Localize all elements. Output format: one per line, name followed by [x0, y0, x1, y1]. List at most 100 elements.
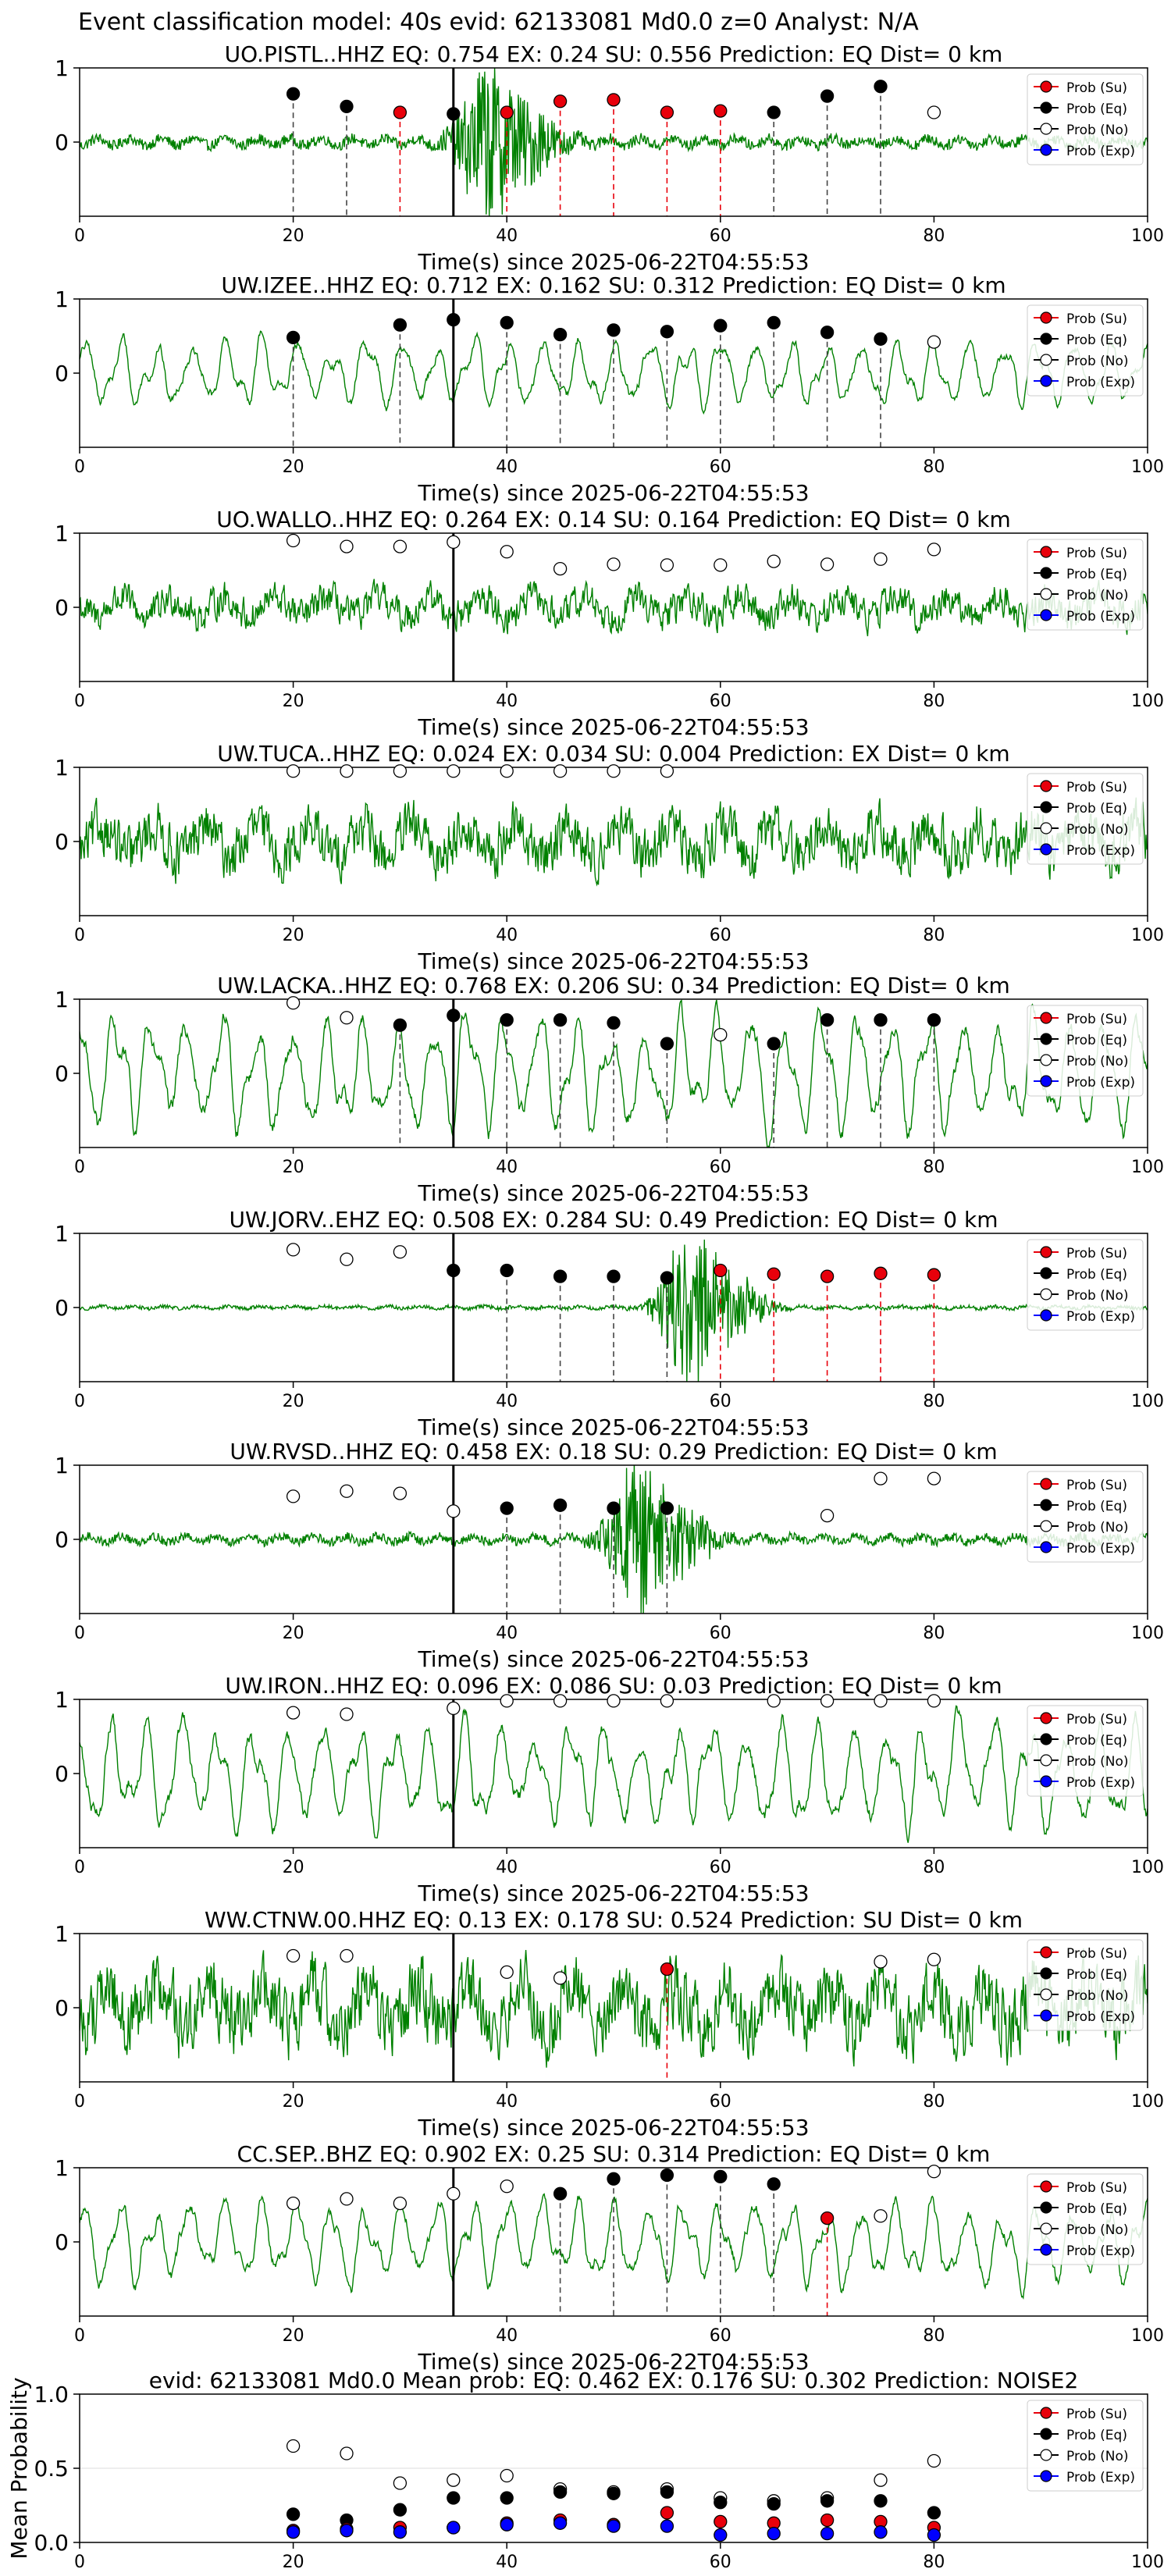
prob-eq-point	[393, 1018, 408, 1032]
legend-marker-su	[1040, 1478, 1052, 1490]
legend-box	[1027, 1705, 1144, 1797]
prob-no-point	[447, 764, 461, 778]
legend-marker-eq	[1040, 2201, 1052, 2214]
prob-eq-point	[500, 1263, 514, 1278]
legend-label-no: Prob (No)	[1066, 1054, 1129, 1069]
x-tick-label: 0	[74, 2553, 85, 2572]
panel-5: 0 20 40 60 80 100 0 1 UW.LACKA..HHZ EQ: 0.768 EX…	[55, 973, 1164, 1206]
prob-no-point	[553, 1694, 568, 1708]
legend-marker-no	[1040, 1520, 1052, 1532]
prob-no-point	[927, 543, 941, 557]
mean-prob-su-point	[714, 2514, 728, 2529]
prob-eq-point	[820, 1012, 835, 1027]
prob-eq-point	[767, 315, 781, 330]
x-axis-label: Time(s) since 2025-06-22T04:55:53	[417, 2115, 809, 2140]
x-tick-label: 20	[283, 457, 304, 477]
mean-prob-eq-point	[500, 2491, 514, 2505]
mean-prob-exp-point	[660, 2519, 674, 2533]
prob-no-point	[340, 1948, 354, 1963]
legend-label-su: Prob (Su)	[1066, 2180, 1127, 2196]
x-tick-label: 20	[283, 1392, 304, 1411]
x-axis-label: Time(s) since 2025-06-22T04:55:53	[417, 2349, 809, 2375]
panel-title: UW.TUCA..HHZ EQ: 0.024 EX: 0.034 SU: 0.0…	[217, 741, 1009, 767]
mean-prob-exp-point	[500, 2517, 514, 2532]
legend-label-exp: Prob (Exp)	[1066, 1775, 1135, 1791]
legend-marker-eq	[1040, 1499, 1052, 1511]
legend-marker-exp	[1040, 2470, 1052, 2482]
legend-marker-no	[1040, 822, 1052, 834]
prob-eq-point	[607, 1269, 621, 1283]
prob-eq-point	[447, 107, 461, 121]
legend-label-no: Prob (No)	[1066, 1520, 1129, 1535]
prob-eq-point	[820, 89, 835, 103]
panel-4: 0 20 40 60 80 100 0 1 UW.TUCA..HHZ EQ: 0.024 EX:…	[55, 741, 1164, 974]
prob-eq-point	[660, 1037, 674, 1051]
x-tick-label: 40	[496, 2326, 518, 2346]
legend-marker-eq	[1040, 1033, 1052, 1045]
prob-no-point	[927, 1952, 941, 1966]
legend-marker-no	[1040, 1988, 1052, 2001]
prob-no-point	[500, 1694, 514, 1708]
prob-eq-point	[820, 326, 835, 340]
legend-marker-su	[1040, 780, 1052, 792]
prob-no-point	[874, 2209, 888, 2223]
x-tick-label: 0	[74, 1624, 85, 1643]
y-axis-label: Mean Probability	[6, 2377, 32, 2559]
mean-prob-exp-point	[393, 2525, 408, 2539]
prob-no-point	[500, 2179, 514, 2194]
legend-marker-su	[1040, 1246, 1052, 1258]
prob-no-point	[340, 1707, 354, 1721]
x-tick-label: 40	[496, 226, 518, 246]
y-tick-label: 1.0	[34, 2382, 69, 2407]
panel-title: UO.PISTL..HHZ EQ: 0.754 EX: 0.24 SU: 0.5…	[225, 41, 1003, 67]
panel-2: 0 20 40 60 80 100 0 1 UW.IZEE..HHZ EQ: 0.712 EX:…	[55, 272, 1164, 506]
prob-no-point	[553, 561, 568, 576]
y-tick-label: 1	[55, 1453, 69, 1478]
prob-no-point	[500, 1965, 514, 1980]
x-tick-label: 0	[74, 926, 85, 945]
prob-eq-point	[767, 105, 781, 119]
legend-box	[1027, 73, 1144, 165]
legend-label-su: Prob (Su)	[1066, 1478, 1127, 1493]
legend-marker-no	[1040, 1054, 1052, 1066]
panel-11: 0 20 40 60 80 100 0.0 0.5 1.0 evid: 62133081 Md0.…	[6, 2368, 1164, 2572]
prob-eq-point	[500, 1012, 514, 1027]
legend-marker-no	[1040, 1754, 1052, 1767]
x-tick-label: 60	[710, 1158, 731, 1177]
prob-eq-point	[874, 1012, 888, 1027]
legend-label-su: Prob (Su)	[1066, 2407, 1127, 2422]
prob-no-point	[447, 2186, 461, 2201]
prob-eq-point	[500, 1501, 514, 1515]
prob-no-point	[286, 1948, 301, 1963]
mean-prob-exp-point	[607, 2519, 621, 2533]
prob-eq-point	[660, 2168, 674, 2183]
legend-marker-exp	[1040, 609, 1052, 621]
legend-label-eq: Prob (Eq)	[1066, 2201, 1127, 2217]
y-tick-label: 1	[55, 521, 69, 546]
x-tick-label: 40	[496, 1858, 518, 1877]
prob-eq-point	[607, 1016, 621, 1030]
legend-label-eq: Prob (Eq)	[1066, 333, 1127, 348]
x-tick-label: 60	[710, 926, 731, 945]
prob-no-point	[340, 1252, 354, 1266]
y-tick-label: 0	[55, 1061, 69, 1087]
x-tick-label: 40	[496, 1624, 518, 1643]
legend-marker-su	[1040, 1946, 1052, 1959]
x-tick-label: 20	[283, 1624, 304, 1643]
legend: Prob (Su) Prob (Eq) Prob (No) Prob (Exp)	[1027, 1705, 1144, 1797]
prob-eq-point	[286, 87, 301, 101]
panel-title: UO.WALLO..HHZ EQ: 0.264 EX: 0.14 SU: 0.1…	[216, 507, 1010, 532]
legend-marker-su	[1040, 2407, 1052, 2419]
legend-label-no: Prob (No)	[1066, 2222, 1129, 2238]
x-tick-label: 100	[1131, 2092, 1164, 2112]
x-tick-label: 60	[710, 2326, 731, 2346]
mean-prob-no-point	[340, 2446, 354, 2460]
y-tick-label: 1	[55, 1687, 69, 1713]
legend-label-su: Prob (Su)	[1066, 780, 1127, 795]
x-tick-label: 20	[283, 226, 304, 246]
prob-no-point	[393, 1486, 408, 1500]
y-tick-label: 0	[55, 1761, 69, 1787]
prob-no-point	[927, 105, 941, 119]
panel-title: WW.CTNW.00.HHZ EQ: 0.13 EX: 0.178 SU: 0.…	[205, 1907, 1023, 1933]
